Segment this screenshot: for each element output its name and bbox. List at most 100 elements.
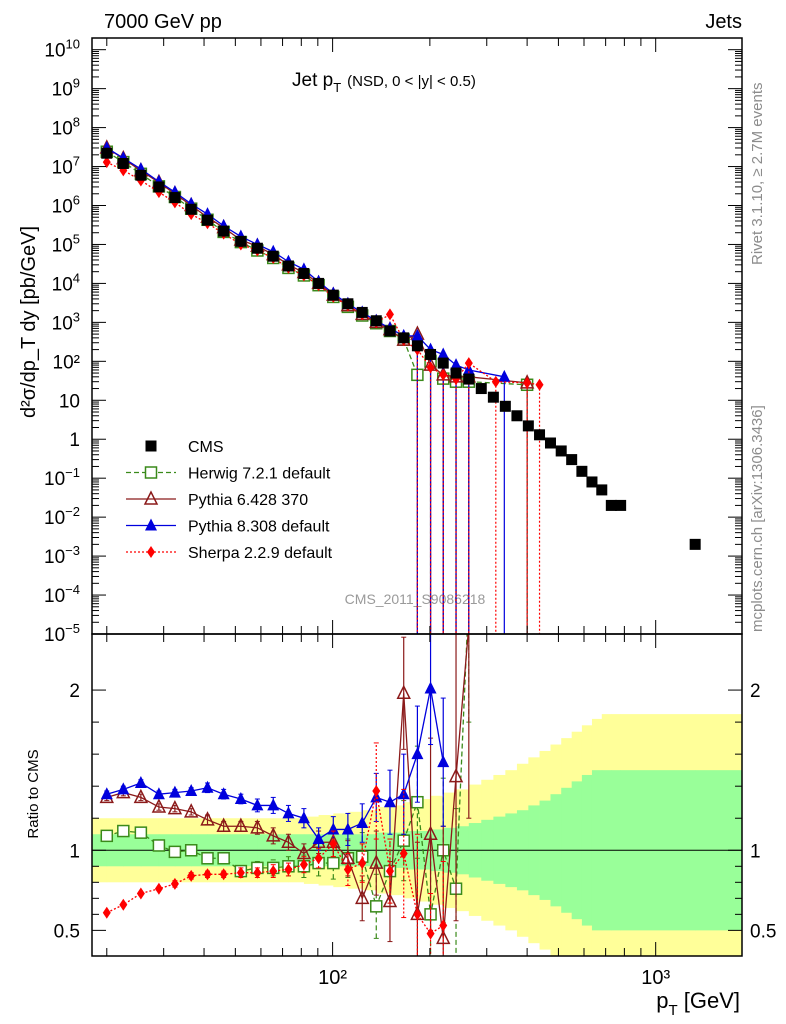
ratio-point: [201, 852, 214, 865]
ratio-point: [168, 785, 181, 798]
cms-data-point: [298, 267, 310, 279]
y-tick-label: 10−5: [44, 621, 80, 646]
data-point: [491, 375, 500, 388]
cms-data-point: [475, 383, 487, 395]
cms-data-point: [586, 476, 598, 488]
cms-data-point: [437, 357, 449, 369]
ratio-point: [314, 852, 323, 865]
ratio-point: [117, 824, 130, 838]
legend-entry: Herwig 7.2.1 default: [126, 466, 331, 483]
cms-data-point: [463, 373, 475, 385]
ratio-point: [102, 906, 111, 919]
ratio-point: [187, 869, 196, 882]
ratio-line: [106, 790, 444, 935]
ratio-point: [411, 747, 424, 760]
ratio-point: [267, 798, 280, 811]
ratio-point: [152, 787, 165, 800]
legend-label: Sherpa 2.2.9 default: [188, 545, 333, 562]
ratio-point: [341, 822, 354, 835]
ratio-point: [297, 811, 310, 824]
chart-title-tail: (NSD, 0 < |y| < 0.5): [347, 73, 476, 90]
ratio-point: [448, 767, 464, 783]
ratio-point: [396, 684, 411, 700]
series-line: [106, 161, 540, 386]
process-label: 7000 GeV pp: [104, 11, 222, 33]
ratio-point: [266, 827, 281, 842]
ratio-point: [201, 780, 214, 793]
ratio-point: [183, 803, 199, 818]
legend: CMS Herwig 7.2.1 default Pythia 6.428 370 P…: [126, 439, 333, 562]
ratio-point: [423, 825, 438, 840]
ratio-point: [426, 927, 435, 940]
cms-data-point: [425, 348, 437, 360]
ratio-point: [358, 857, 367, 870]
chart-title-sub: T: [333, 80, 341, 95]
cms-data-point: [185, 203, 197, 215]
ratio-plot-series: [99, 634, 472, 956]
cms-data-point: [117, 157, 129, 169]
legend-marker: [145, 440, 157, 452]
main-plot-area: [99, 139, 701, 634]
data-point: [498, 369, 511, 382]
ratio-point: [281, 833, 296, 849]
ratio-point: [136, 887, 145, 900]
data-point: [523, 376, 532, 389]
ratio-point: [372, 784, 381, 797]
cms-data-point: [555, 445, 567, 457]
cms-data-point: [576, 465, 588, 477]
ratio-point: [236, 866, 245, 879]
ratio-y-tick-label-right: 1: [750, 841, 761, 862]
series-line: [106, 147, 505, 378]
ratio-point: [385, 865, 394, 878]
ratio-point: [312, 832, 325, 845]
ratio-point: [185, 783, 198, 796]
ratio-point: [383, 795, 396, 808]
x-axis-label: pT [GeV]: [656, 988, 740, 1019]
legend-entry: Sherpa 2.2.9 default: [126, 545, 333, 562]
cms-data-point: [605, 499, 617, 511]
ratio-y-axis-label: Ratio to CMS: [25, 749, 42, 838]
legend-label: Pythia 8.308 default: [188, 519, 330, 536]
y-tick-label: 1010: [44, 37, 80, 62]
ratio-point: [413, 908, 422, 921]
ratio-point: [151, 798, 167, 813]
data-point: [464, 357, 473, 370]
axes-frame: [91, 37, 743, 957]
x-tick-label: 10³: [641, 967, 670, 989]
ratio-point: [439, 919, 448, 932]
side-label-mcplots: mcplots.cern.ch [arXiv:1306.3436]: [749, 405, 766, 632]
ratio-point: [117, 782, 130, 795]
data-point: [411, 328, 424, 341]
ratio-point: [154, 882, 163, 895]
ratio-y-tick-label: 0.5: [54, 921, 80, 942]
y-tick-label: 10−4: [44, 582, 80, 607]
cms-data-point: [342, 298, 354, 310]
y-tick-label: 104: [52, 270, 80, 295]
y-tick-label: 10: [59, 391, 80, 412]
cms-data-point: [153, 181, 165, 193]
legend-entry: Pythia 8.308 default: [126, 518, 330, 536]
y-tick-label: 109: [52, 76, 80, 101]
data-point: [439, 368, 448, 381]
legend-marker: [147, 546, 155, 558]
cms-data-point: [327, 289, 339, 301]
ratio-point: [369, 854, 384, 869]
ratio-point: [251, 798, 264, 811]
cms-data-point: [267, 250, 279, 262]
cms-data-point: [615, 499, 627, 511]
ratio-point: [340, 849, 356, 865]
main-plot-series: [99, 139, 701, 634]
ratio-point: [356, 816, 369, 829]
cms-data-point: [499, 400, 511, 412]
ratio-point: [355, 889, 370, 905]
ratio-point: [250, 819, 265, 834]
cms-data-point: [282, 260, 294, 272]
ratio-point: [100, 787, 113, 800]
ratio-point: [152, 839, 166, 852]
ratio-y-tick-label-right: 2: [750, 681, 761, 702]
ratio-point: [134, 775, 147, 788]
ratio-point: [133, 788, 149, 804]
observable-label: Jets: [705, 11, 742, 33]
chart-title: Jet pT (NSD, 0 < |y| < 0.5): [292, 70, 476, 95]
